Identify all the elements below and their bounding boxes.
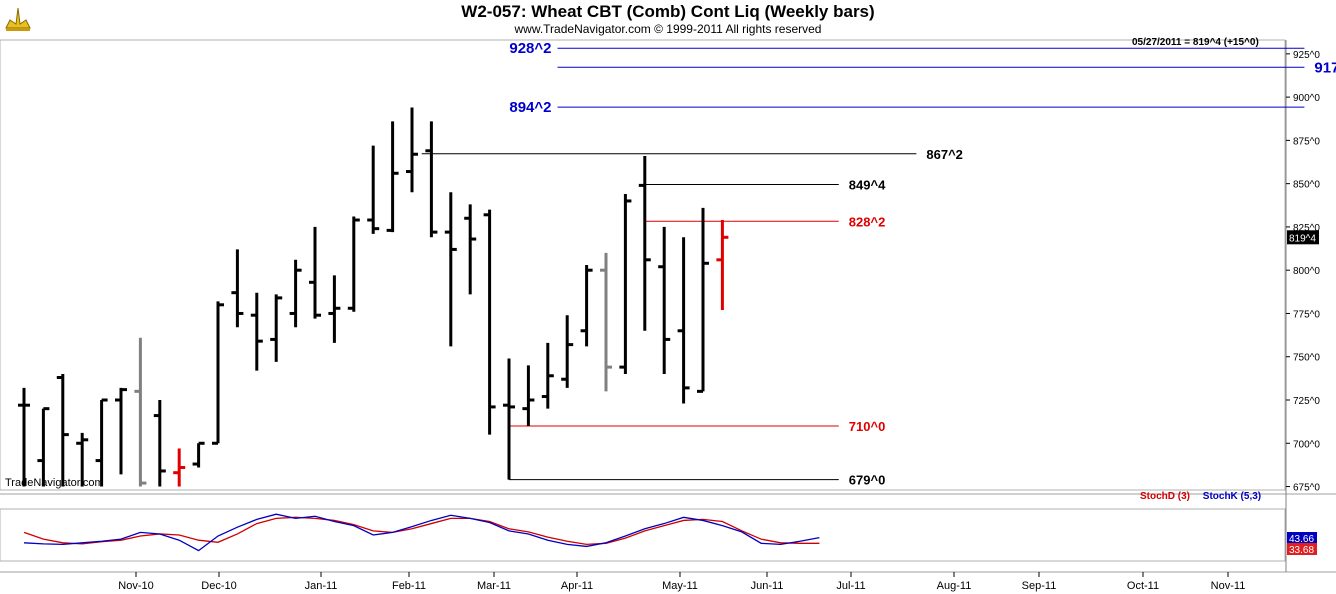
- y-tick-label: 825^0: [1293, 223, 1320, 234]
- y-tick-label: 675^0: [1293, 483, 1320, 494]
- y-tick-label: 800^0: [1293, 266, 1320, 277]
- ohlc-bar: [600, 252, 612, 392]
- x-tick-label: Nov-11: [1211, 580, 1246, 592]
- level-label: 928^2: [509, 40, 551, 57]
- ohlc-bar: [270, 294, 283, 362]
- stoch-k-tag: [1287, 532, 1317, 544]
- y-tick-label: 850^0: [1293, 180, 1320, 191]
- ohlc-bar: [697, 207, 709, 393]
- ohlc-bar: [367, 145, 380, 234]
- y-tick-label: 725^0: [1293, 396, 1320, 407]
- stoch-panel: [0, 508, 1286, 562]
- ohlc-bar: [716, 220, 729, 310]
- level-label: 917^2: [1314, 59, 1336, 76]
- stoch-k-line: [23, 513, 820, 552]
- stoch-d-tag: [1287, 543, 1317, 555]
- ohlc-bar: [289, 259, 302, 328]
- ohlc-bar: [18, 387, 30, 487]
- chart-title: W2-057: Wheat CBT (Comb) Cont Liq (Weekl…: [461, 2, 875, 21]
- price-readout: 05/27/2011 = 819^4 (+15^0): [1132, 37, 1259, 48]
- level-label: 867^2: [926, 147, 963, 162]
- x-tick-label: Jul-11: [836, 580, 865, 592]
- ohlc-bar: [76, 432, 89, 487]
- level-label: 894^2: [509, 99, 551, 116]
- stoch-k-legend: StochK (5,3): [1202, 491, 1262, 502]
- last-price-label: 819^4: [1289, 233, 1316, 244]
- level-label: 828^2: [849, 214, 886, 229]
- ohlc-bar: [250, 292, 263, 371]
- ohlc-bar: [425, 121, 438, 238]
- ohlc-bar: [619, 194, 632, 375]
- x-tick-label: Jun-11: [751, 580, 784, 592]
- ohlc-bar: [580, 265, 593, 347]
- ohlc-bar: [406, 107, 418, 193]
- y-tick-label: 925^0: [1293, 50, 1320, 61]
- stoch-k-value: 43.66: [1289, 534, 1314, 545]
- ohlc-bar: [464, 204, 477, 295]
- ohlc-bar: [153, 400, 166, 487]
- x-tick-label: Apr-11: [561, 580, 593, 592]
- x-tick-label: Aug-11: [937, 580, 972, 592]
- chart-subtitle: www.TradeNavigator.com © 1999-2011 All r…: [514, 22, 822, 36]
- x-tick-label: Oct-11: [1127, 580, 1159, 592]
- stoch-d-value: 33.68: [1289, 545, 1314, 556]
- stoch-d-legend: StochD (3): [1140, 491, 1190, 502]
- x-tick-label: Nov-10: [118, 580, 153, 592]
- y-tick-label: 750^0: [1293, 353, 1320, 364]
- y-tick-label: 775^0: [1293, 309, 1320, 320]
- ohlc-bar: [638, 155, 651, 331]
- x-tick-label: Jan-11: [305, 580, 338, 592]
- ohlc-bar: [522, 365, 535, 426]
- ohlc-bar: [95, 398, 108, 487]
- ohlc-bar: [541, 342, 554, 409]
- watermark-text: TradeNavigator.com: [5, 477, 104, 489]
- last-price-tag: [1287, 230, 1319, 245]
- ohlc-bar: [192, 441, 205, 468]
- ohlc-bar: [134, 337, 147, 487]
- stoch-legend: StochD (3) StochK (5,3): [1140, 491, 1261, 502]
- price-panel: [0, 39, 1286, 491]
- ohlc-bar: [173, 448, 186, 487]
- y-tick-label: 700^0: [1293, 439, 1320, 450]
- x-tick-label: Sep-11: [1022, 580, 1057, 592]
- ohlc-bar: [561, 315, 574, 388]
- ohlc-bar: [658, 226, 671, 375]
- ohlc-bar: [309, 226, 321, 319]
- ohlc-bar: [56, 374, 69, 487]
- level-label: 849^4: [849, 178, 886, 193]
- y-tick-label: 900^0: [1293, 93, 1320, 104]
- ohlc-bar: [503, 358, 515, 480]
- ohlc-bar: [386, 121, 399, 233]
- x-tick-label: Mar-11: [477, 580, 511, 592]
- ohlc-bar: [115, 387, 127, 475]
- ohlc-bar: [231, 249, 244, 328]
- tradenavigator-logo-icon: [4, 4, 32, 32]
- ohlc-bar: [444, 192, 457, 347]
- y-tick-label: 875^0: [1293, 136, 1320, 147]
- ohlc-bar: [347, 216, 360, 312]
- level-label: 710^0: [849, 419, 886, 434]
- ohlc-bar: [328, 275, 341, 343]
- x-tick-label: May-11: [662, 580, 698, 592]
- ohlc-bar: [212, 301, 224, 445]
- x-tick-label: Dec-10: [201, 580, 236, 592]
- ohlc-bar: [677, 237, 690, 404]
- level-label: 679^0: [849, 473, 886, 488]
- ohlc-bar: [37, 407, 50, 487]
- x-tick-label: Feb-11: [392, 580, 426, 592]
- ohlc-bar: [483, 209, 496, 435]
